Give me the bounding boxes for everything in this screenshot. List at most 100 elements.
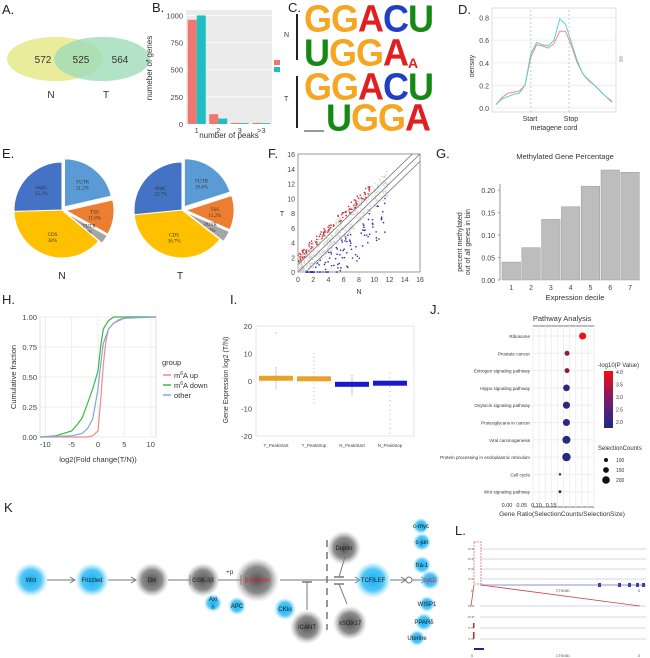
slice-value: 19.4% [195,186,208,191]
sequence-logo-panel: N T GGACU UGGAA GGACU UGGA [284,0,450,139]
data-point-other [320,253,322,255]
data-point-other [340,214,343,217]
outlier-point [351,388,353,390]
data-point-down [375,231,377,233]
data-point-down [328,251,330,254]
data-point-up [321,237,323,239]
pathway-node-label: β-catenin [245,578,270,584]
diagonal-line [297,153,421,273]
data-point-other [319,238,322,241]
x-tick-stop: Stop [564,116,579,123]
data-point-other [326,241,328,243]
data-point-other [333,240,335,242]
data-point-other [369,192,372,194]
track-label: 5N IP [468,615,475,619]
data-point-other [299,271,302,273]
data-point-other [348,219,351,221]
data-point-other [379,180,381,182]
outlier-point [351,386,353,388]
diagonal-line [305,161,421,273]
venn-label-t: T [103,90,109,101]
data-point-up [298,252,301,255]
data-point-other [297,268,300,270]
data-point-other [382,199,384,201]
legend: group m6A up m6A down other [162,358,208,400]
group-bracket-t [296,76,298,128]
wnt-pathway-diagram: +p Wnt Frizzled Dvl GSK-3β Axi n APC β-catenin C… [14,518,440,646]
data-point-down [336,248,339,250]
data-point-up [305,249,308,252]
data-point-other [309,255,312,258]
pathway-node-label: GSK-3β [192,578,214,584]
size-legend-label: 200 [616,478,625,484]
data-point-other [326,247,329,249]
pie-slice [64,199,115,235]
data-point-other [301,271,303,273]
x-tick-label: 4 [327,277,331,284]
slice-value: 21.2% [76,186,89,191]
data-point-other [315,262,317,265]
data-point-down [333,264,335,267]
data-point-down [384,197,386,200]
data-point-down [356,255,359,258]
outlier-point [313,372,315,374]
outlier-point [351,392,353,394]
logo-letter: C [383,64,409,108]
data-point-other [382,191,384,193]
chart-title: Methylated Gene Percentage [516,152,614,161]
data-point-other [360,208,362,210]
pathway-node-label: APC [231,604,244,610]
data-point-up [354,199,357,202]
data-point-other [299,267,301,270]
outlier-point [275,385,277,387]
data-point-up [308,241,311,244]
pathway-node-label: TCF/LEF [361,578,386,584]
pathway-x-axis: 0.00 0.05 0.10 0.15 Gene Ratio(SelectionCou… [499,503,625,518]
venn-diagram: 572 525 564 N T [7,37,150,101]
data-point-other [386,186,388,189]
data-point-down [361,245,364,247]
data-point-other [301,254,303,256]
color-tick-label: 2.5 [616,408,623,414]
slice-value: 36.7% [168,240,181,245]
data-point-other [362,212,364,215]
bar-n [230,122,240,124]
data-point-up [359,194,362,196]
data-point-other [347,227,349,230]
data-point-other [367,198,370,200]
color-tick-label: 3.5 [616,383,623,389]
data-point-down [324,261,327,264]
data-point-other [365,199,368,202]
y-tick-label: 20 [244,322,252,331]
outlier-point [351,375,353,376]
data-point-down [367,241,369,244]
data-point-other [328,246,330,248]
data-point-up [329,227,332,229]
data-point-down [339,269,342,272]
data-point-up [368,186,371,188]
data-point-up [301,257,304,259]
data-point-down [349,244,352,247]
data-point-other [350,206,352,209]
data-point-other [324,242,326,244]
group-label-t: T [284,96,289,103]
pathway-node-label: Axi [209,597,217,603]
y-tick-label: 0.20 [481,188,495,195]
data-point-other [361,200,363,202]
pie-slice [63,158,112,208]
data-point-other [326,239,328,241]
data-point-other [378,178,381,180]
data-point-other [335,223,337,225]
slice-label: stopC [36,186,48,191]
motif-logo: UGGA [304,95,431,139]
pathway-label: Cell cycle [510,472,530,477]
logo-letter: G [378,95,406,139]
data-point-other [335,243,338,245]
data-point-other [382,180,384,182]
data-point-other [310,256,312,259]
pathway-label: Hippo signaling pathway [480,386,531,391]
data-point-up [322,232,325,235]
x-tick-label: N_PeakStart [339,443,365,448]
data-point-other [359,216,362,218]
data-point-up [310,240,313,242]
